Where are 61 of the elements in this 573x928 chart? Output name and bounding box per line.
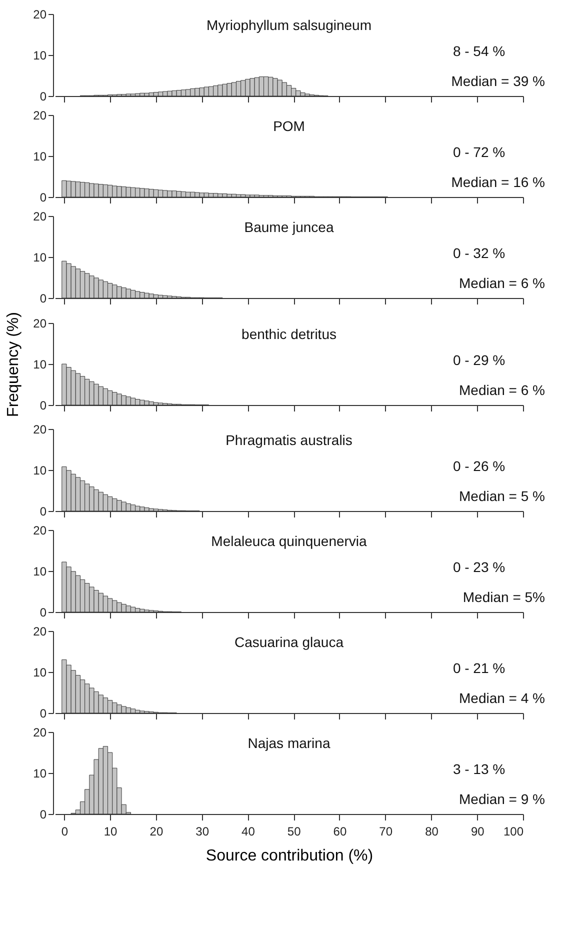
- x-axis-title: Source contribution (%): [206, 848, 374, 864]
- y-tick-label: 0: [40, 504, 47, 518]
- x-tick-label: 30: [196, 824, 210, 838]
- y-tick-label: 0: [40, 398, 47, 412]
- y-tick-label: 10: [33, 250, 47, 264]
- chart-title: Najas marina: [248, 735, 330, 751]
- y-tick-label: 0: [40, 190, 47, 204]
- y-tick-label: 0: [40, 706, 47, 720]
- y-tick-label: 0: [40, 808, 47, 822]
- y-tick-label: 20: [33, 8, 47, 22]
- chart-title: Casuarina glauca: [234, 634, 344, 650]
- annotation: 0 - 21 %: [452, 660, 506, 676]
- y-tick-label: 20: [33, 624, 47, 638]
- y-tick-label: 10: [33, 150, 47, 164]
- annotation: Median = 4 %: [459, 690, 545, 706]
- annotation: 0 - 32 %: [452, 245, 506, 261]
- y-tick-label: 10: [33, 564, 47, 578]
- x-tick-label: 60: [333, 824, 347, 838]
- y-tick-label: 10: [33, 766, 47, 780]
- y-tick-label: 0: [40, 606, 47, 620]
- y-tick-label: 10: [33, 48, 47, 62]
- y-tick-label: 0: [40, 90, 47, 104]
- annotation: Median = 5 %: [459, 488, 545, 504]
- annotation: Median = 6 %: [459, 382, 545, 398]
- x-tick-label: 10: [104, 824, 118, 838]
- y-axis-title: Frequency (%): [5, 312, 22, 417]
- y-tick-label: 20: [33, 422, 47, 436]
- annotation: Median = 9 %: [459, 791, 545, 807]
- chart-title: Myriophyllum salsugineum: [206, 17, 372, 33]
- y-tick-label: 10: [33, 464, 47, 478]
- x-tick-label: 20: [150, 824, 164, 838]
- y-tick-label: 20: [33, 726, 47, 740]
- y-tick-label: 20: [33, 316, 47, 330]
- annotation: Median = 5%: [462, 589, 545, 605]
- y-tick-label: 10: [33, 666, 47, 680]
- annotation: Median = 16 %: [451, 174, 545, 190]
- y-tick-label: 0: [40, 292, 47, 306]
- annotation: 0 - 29 %: [452, 352, 506, 368]
- annotation: 0 - 23 %: [452, 559, 506, 575]
- x-tick-label: 80: [425, 824, 439, 838]
- annotation: 8 - 54 %: [452, 43, 506, 59]
- x-tick-label: 0: [61, 824, 68, 838]
- y-tick-label: 20: [33, 524, 47, 538]
- chart-title: benthic detritus: [242, 326, 336, 342]
- x-tick-label: 70: [379, 824, 393, 838]
- x-tick-label: 90: [470, 824, 485, 838]
- x-tick-label: 50: [287, 824, 302, 838]
- annotation: 0 - 72 %: [452, 144, 506, 160]
- chart-title: Baume juncea: [244, 219, 334, 235]
- annotation: 3 - 13 %: [452, 761, 506, 777]
- chart-title: Melaleuca quinquenervia: [211, 533, 368, 549]
- y-tick-label: 20: [33, 108, 47, 122]
- y-tick-label: 20: [33, 210, 47, 224]
- chart-title: POM: [273, 118, 305, 134]
- x-tick-label: 40: [242, 824, 256, 838]
- x-tick-label: 100: [503, 824, 524, 838]
- annotation: Median = 6 %: [459, 275, 545, 291]
- chart-title: Phragmatis australis: [226, 432, 352, 448]
- annotation: 0 - 26 %: [452, 458, 506, 474]
- y-tick-label: 10: [33, 358, 47, 372]
- annotation: Median = 39 %: [451, 73, 545, 89]
